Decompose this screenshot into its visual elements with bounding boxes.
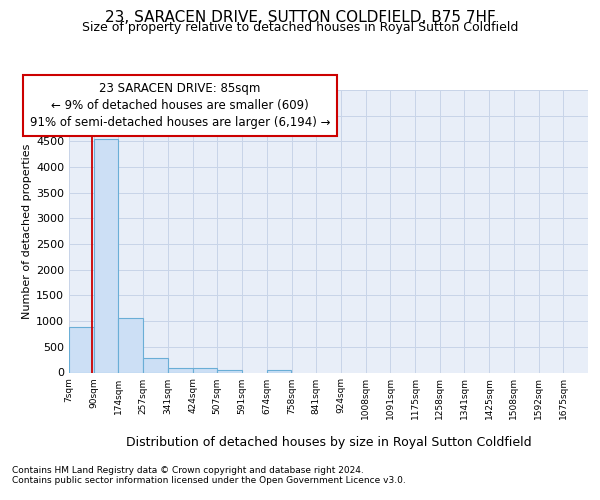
Bar (168, 368, 193, 372)
Y-axis label: Number of detached properties: Number of detached properties (22, 144, 32, 319)
Text: Contains public sector information licensed under the Open Government Licence v3: Contains public sector information licen… (12, 476, 406, 485)
Bar (94, 139, 118, 372)
Text: 23 SARACEN DRIVE: 85sqm
← 9% of detached houses are smaller (609)
91% of semi-de: 23 SARACEN DRIVE: 85sqm ← 9% of detached… (30, 82, 331, 129)
Text: Distribution of detached houses by size in Royal Sutton Coldfield: Distribution of detached houses by size … (126, 436, 532, 449)
Bar (143, 358, 168, 372)
Text: Size of property relative to detached houses in Royal Sutton Coldfield: Size of property relative to detached ho… (82, 21, 518, 34)
Bar (267, 370, 292, 372)
Bar (118, 318, 143, 372)
Text: 23, SARACEN DRIVE, SUTTON COLDFIELD, B75 7HF: 23, SARACEN DRIVE, SUTTON COLDFIELD, B75… (104, 10, 496, 25)
Text: Contains HM Land Registry data © Crown copyright and database right 2024.: Contains HM Land Registry data © Crown c… (12, 466, 364, 475)
Bar (69, 327, 94, 372)
Bar (193, 368, 217, 372)
Bar (217, 370, 242, 372)
